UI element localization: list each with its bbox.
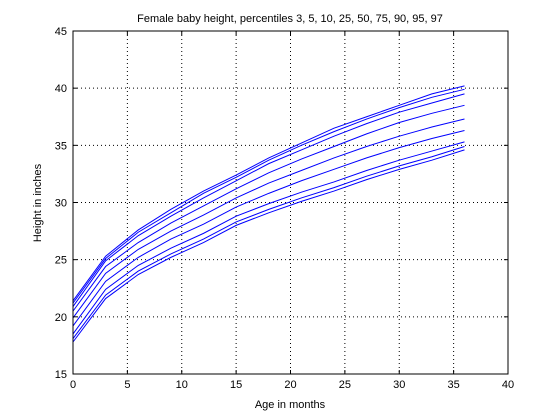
x-tick-label: 20 bbox=[284, 379, 296, 391]
y-tick-label: 35 bbox=[55, 140, 67, 152]
y-tick-labels: 15 20 25 30 35 40 45 bbox=[55, 26, 67, 381]
series-lines bbox=[72, 85, 465, 343]
x-tick-label: 30 bbox=[393, 379, 405, 391]
grid-lines bbox=[73, 31, 508, 374]
series-line-4 bbox=[72, 129, 465, 327]
y-tick-label: 45 bbox=[55, 26, 67, 38]
x-tick-label: 25 bbox=[339, 379, 351, 391]
x-tick-label: 40 bbox=[502, 379, 514, 391]
series-line-9 bbox=[72, 85, 465, 302]
series-line-8 bbox=[72, 88, 465, 304]
x-tick-label: 15 bbox=[230, 379, 242, 391]
series-line-7 bbox=[72, 93, 465, 307]
plot-frame bbox=[72, 30, 509, 375]
y-tick-label: 15 bbox=[55, 369, 67, 381]
series-line-2 bbox=[72, 146, 465, 339]
x-tick-label: 0 bbox=[70, 379, 76, 391]
x-tick-label: 10 bbox=[176, 379, 188, 391]
series-line-6 bbox=[72, 104, 465, 312]
x-axis-label: Age in months bbox=[255, 399, 326, 411]
series-line-3 bbox=[72, 141, 465, 335]
y-tick-label: 30 bbox=[55, 198, 67, 210]
x-tick-labels: 0 5 10 15 20 25 30 35 40 bbox=[70, 379, 514, 391]
x-tick-label: 5 bbox=[124, 379, 130, 391]
y-tick-label: 40 bbox=[55, 83, 67, 95]
y-axis-label: Height in inches bbox=[32, 163, 44, 242]
y-tick-label: 25 bbox=[55, 255, 67, 267]
y-tick-label: 20 bbox=[55, 312, 67, 324]
series-line-5 bbox=[72, 118, 465, 319]
series-line-1 bbox=[72, 149, 465, 343]
axis-ticks bbox=[72, 30, 509, 375]
x-tick-label: 35 bbox=[448, 379, 460, 391]
chart-title: Female baby height, percentiles 3, 5, 10… bbox=[137, 13, 443, 25]
